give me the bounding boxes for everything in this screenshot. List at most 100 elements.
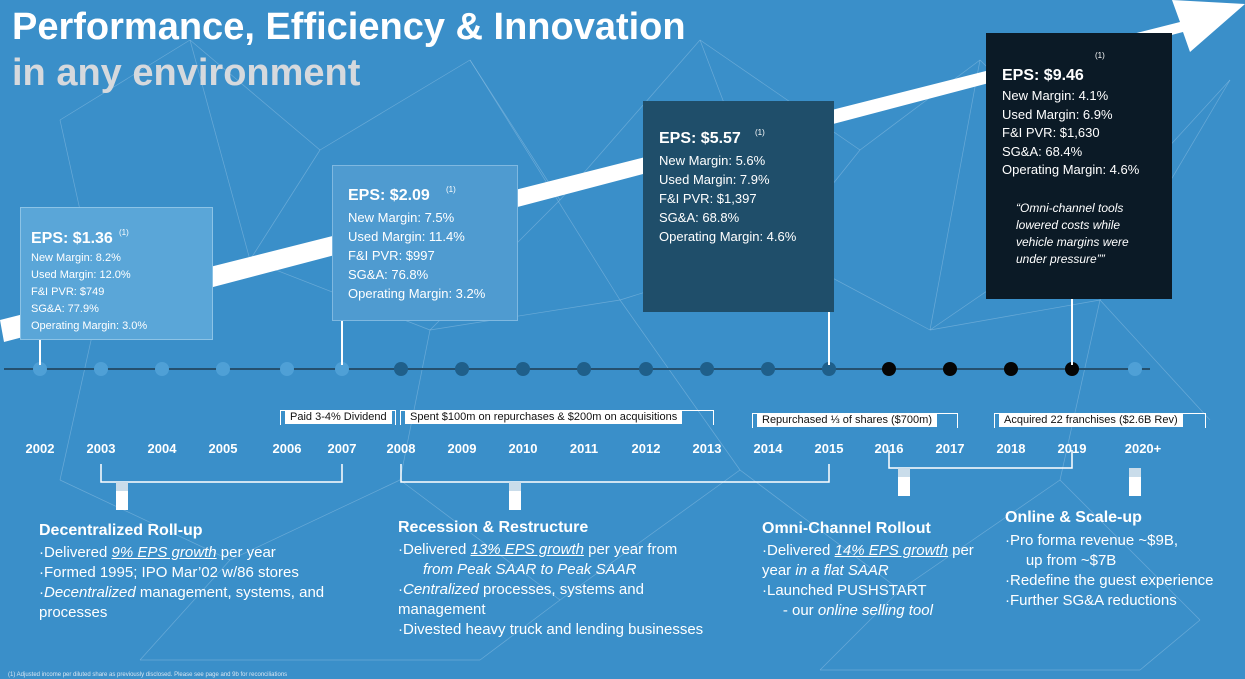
used-margin: Used Margin: 12.0% bbox=[31, 269, 131, 281]
timeline-dot-2006 bbox=[280, 362, 294, 376]
footnote-marker: (1) bbox=[119, 228, 129, 237]
phase-line: ·Delivered 13% EPS growth per year from bbox=[398, 541, 678, 558]
bracket-dividend: Paid 3-4% Dividend bbox=[280, 410, 396, 425]
phase-bracket-2 bbox=[888, 450, 1073, 469]
phase-line: ·Delivered 14% EPS growth per bbox=[762, 542, 974, 559]
timeline-dot-2008 bbox=[394, 362, 408, 376]
phase-line: from Peak SAAR to Peak SAAR bbox=[423, 561, 637, 578]
phase-marker-cap-2 bbox=[898, 468, 910, 477]
timeline-dot-2018 bbox=[1004, 362, 1018, 376]
bracket-share-repurchase: Repurchased ⅓ of shares ($700m) bbox=[752, 413, 958, 428]
page-title: Performance, Efficiency & Innovation bbox=[12, 6, 686, 48]
phase-body-online: ·Pro forma revenue ~$9B, up from ~$7B ·Re… bbox=[1005, 531, 1213, 611]
timeline-dot-2016 bbox=[882, 362, 896, 376]
phase-line: management bbox=[398, 601, 486, 618]
timeline-dot-2014 bbox=[761, 362, 775, 376]
phase-title-recession: Recession & Restructure bbox=[398, 519, 589, 536]
year-label-2004: 2004 bbox=[147, 441, 177, 456]
year-label-2005: 2005 bbox=[208, 441, 238, 456]
year-label-2011: 2011 bbox=[569, 441, 599, 456]
year-label-2010: 2010 bbox=[508, 441, 538, 456]
new-margin: New Margin: 7.5% bbox=[348, 210, 455, 225]
year-label-2003: 2003 bbox=[86, 441, 116, 456]
year-label-2016: 2016 bbox=[874, 441, 904, 456]
phase-line: ·Delivered 9% EPS growth per year bbox=[39, 544, 276, 561]
year-label-2008: 2008 bbox=[386, 441, 416, 456]
phase-body-omnichannel: ·Delivered 14% EPS growth per year in a f… bbox=[762, 541, 974, 621]
bracket-repurchases-acquisitions: Spent $100m on repurchases & $200m on ac… bbox=[400, 410, 714, 425]
fi-pvr: F&I PVR: $1,630 bbox=[1002, 125, 1100, 140]
eps-value: EPS: $1.36 bbox=[31, 230, 113, 247]
year-label-2019: 2019 bbox=[1057, 441, 1087, 456]
phase-bracket-0 bbox=[100, 464, 343, 483]
phase-marker-cap-0 bbox=[116, 482, 128, 491]
year-label-2007: 2007 bbox=[327, 441, 357, 456]
eps-value: EPS: $9.46 bbox=[1002, 67, 1084, 84]
growth-arrow-icon bbox=[0, 0, 1245, 342]
eps-box-2019: EPS: $9.46 (1) New Margin: 4.1% Used Marg… bbox=[986, 33, 1172, 299]
phase-body-decentralized: ·Delivered 9% EPS growth per year ·Formed… bbox=[39, 543, 324, 623]
year-label-2017: 2017 bbox=[935, 441, 965, 456]
fi-pvr: F&I PVR: $749 bbox=[31, 286, 105, 298]
eps-value: EPS: $2.09 bbox=[348, 187, 430, 204]
used-margin: Used Margin: 6.9% bbox=[1002, 106, 1113, 122]
year-label-2009: 2009 bbox=[447, 441, 477, 456]
year-label-2006: 2006 bbox=[272, 441, 302, 456]
omni-channel-quote: “Omni-channel tools lowered costs while … bbox=[1016, 200, 1129, 266]
fi-pvr: F&I PVR: $1,397 bbox=[659, 191, 757, 206]
phase-marker-cap-1 bbox=[509, 482, 521, 491]
timeline-dot-2013 bbox=[700, 362, 714, 376]
eps-box-2007: EPS: $2.09 (1) New Margin: 7.5% Used Marg… bbox=[332, 165, 518, 321]
phase-title-decentralized: Decentralized Roll-up bbox=[39, 522, 203, 539]
phase-line: ·Decentralized management, systems, and bbox=[39, 584, 325, 601]
phase-line: ·Launched PUSHSTART bbox=[762, 582, 927, 599]
year-label-2002: 2002 bbox=[25, 441, 55, 456]
new-margin: New Margin: 5.6% bbox=[659, 153, 766, 168]
bracket-franchise-acquisitions: Acquired 22 franchises ($2.6B Rev) bbox=[994, 413, 1206, 428]
eps-box-2002: EPS: $1.36 (1) New Margin: 8.2% Used Marg… bbox=[20, 207, 213, 340]
phase-marker-cap-3 bbox=[1129, 468, 1141, 477]
eps-box-2015: EPS: $5.57 (1) New Margin: 5.6% Used Marg… bbox=[643, 101, 834, 312]
timeline-dot-2002 bbox=[33, 362, 47, 376]
phase-title-online: Online & Scale-up bbox=[1005, 509, 1142, 526]
used-margin: Used Margin: 7.9% bbox=[659, 172, 770, 187]
bracket-label: Acquired 22 franchises ($2.6B Rev) bbox=[999, 413, 1183, 427]
sga: SG&A: 68.8% bbox=[659, 210, 740, 225]
phase-line: ·Pro forma revenue ~$9B, bbox=[1005, 532, 1179, 549]
phase-line: ·Redefine the guest experience bbox=[1005, 572, 1214, 589]
page-subtitle: in any environment bbox=[12, 52, 361, 94]
phase-line: ·Centralized processes, systems and bbox=[398, 581, 644, 598]
phase-line: - our online selling tool bbox=[762, 602, 933, 619]
phase-title-omnichannel: Omni-Channel Rollout bbox=[762, 520, 931, 537]
timeline-dot-2009 bbox=[455, 362, 469, 376]
timeline-dot-2007 bbox=[335, 362, 349, 376]
phase-line: up from ~$7B bbox=[1005, 552, 1117, 569]
year-label-2020+: 2020+ bbox=[1124, 441, 1162, 456]
footnote: (1) Adjusted income per diluted share as… bbox=[8, 672, 288, 678]
eps-metrics: New Margin: 5.6% Used Margin: 7.9% F&I P… bbox=[659, 151, 824, 246]
timeline-dot-2004 bbox=[155, 362, 169, 376]
sga: SG&A: 76.8% bbox=[348, 267, 429, 282]
year-label-2012: 2012 bbox=[631, 441, 661, 456]
phase-line: year in a flat SAAR bbox=[762, 562, 889, 579]
phase-line: ·Formed 1995; IPO Mar’02 w/86 stores bbox=[39, 564, 299, 581]
year-label-2018: 2018 bbox=[996, 441, 1026, 456]
year-label-2014: 2014 bbox=[753, 441, 783, 456]
timeline-dot-2011 bbox=[577, 362, 591, 376]
eps-metrics: New Margin: 4.1% Used Margin: 6.9% F&I P… bbox=[1002, 87, 1162, 180]
bracket-label: Spent $100m on repurchases & $200m on ac… bbox=[405, 410, 683, 424]
operating-margin: Operating Margin: 4.6% bbox=[1002, 162, 1140, 177]
operating-margin: Operating Margin: 3.2% bbox=[348, 286, 486, 301]
timeline-dot-2019 bbox=[1065, 362, 1079, 376]
eps-metrics: New Margin: 8.2% Used Margin: 12.0% F&I … bbox=[31, 250, 202, 335]
phase-brackets bbox=[100, 450, 1141, 510]
phase-line: ·Further SG&A reductions bbox=[1005, 592, 1177, 609]
footnote-marker: (1) bbox=[755, 128, 765, 137]
year-label-2013: 2013 bbox=[692, 441, 722, 456]
new-margin: New Margin: 4.1% bbox=[1002, 88, 1109, 103]
bracket-label: Repurchased ⅓ of shares ($700m) bbox=[757, 413, 937, 427]
new-margin: New Margin: 8.2% bbox=[31, 252, 121, 264]
year-label-2015: 2015 bbox=[814, 441, 844, 456]
box-connectors bbox=[39, 299, 1073, 365]
